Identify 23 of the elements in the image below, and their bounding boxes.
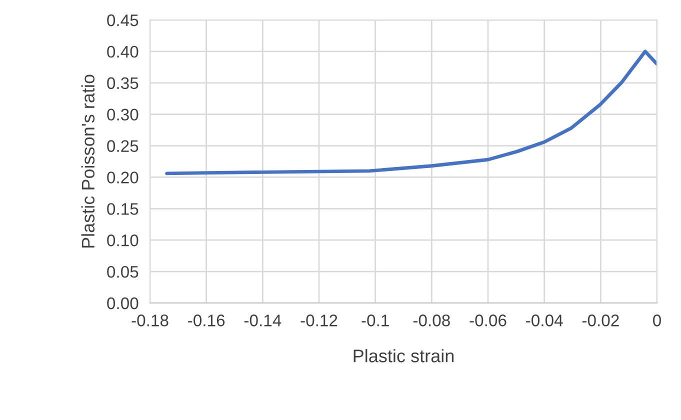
x-tick-label: -0.1 [362, 314, 389, 326]
x-axis-title: Plastic strain [354, 349, 454, 362]
x-tick-label: -0.14 [244, 314, 282, 326]
x-tick-label: -0.12 [300, 314, 338, 326]
line-series [165, 50, 657, 176]
y-tick-label: 0.25 [107, 140, 138, 152]
y-tick-label: 0.30 [107, 108, 138, 121]
x-tick-label: -0.08 [413, 314, 450, 326]
y-tick-label: 0.15 [107, 203, 138, 215]
y-tick-label: 0.45 [107, 14, 138, 26]
y-tick-label: 0.35 [107, 77, 138, 90]
x-tick-label: -0.02 [582, 314, 619, 326]
y-tick-label: 0.20 [107, 172, 138, 184]
y-tick-label: 0.05 [107, 266, 138, 278]
y-tick-label: 0.40 [107, 46, 138, 58]
x-tick-label: 0 [653, 314, 661, 326]
y-axis-title: Plastic Poisson's ratio [81, 74, 95, 248]
x-tick-label: -0.04 [526, 314, 563, 326]
x-tick-label: -0.16 [188, 314, 225, 326]
x-tick-label: -0.06 [470, 314, 506, 326]
y-tick-label: 0.00 [107, 297, 138, 310]
y-tick-label: 0.10 [107, 234, 138, 246]
x-tick-label: -0.18 [132, 314, 168, 326]
